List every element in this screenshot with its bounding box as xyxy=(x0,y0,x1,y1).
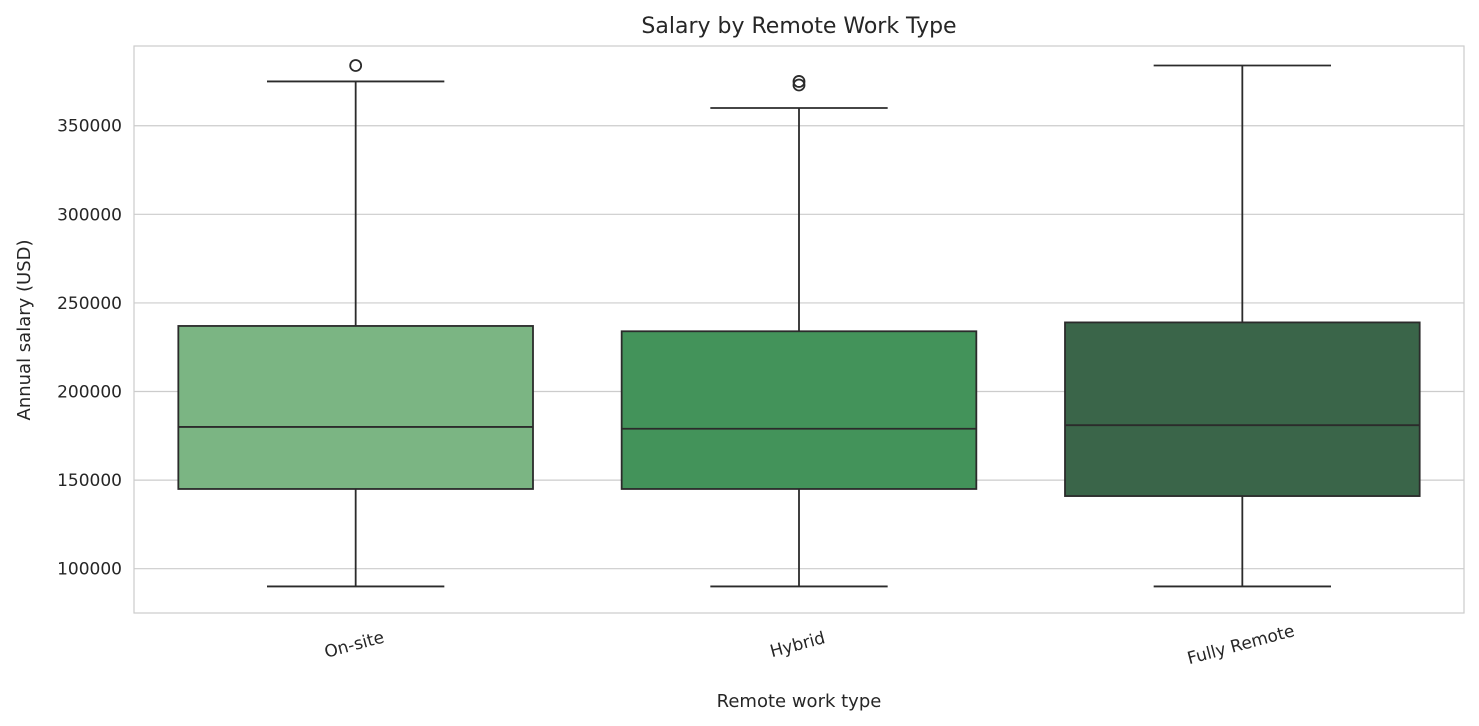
y-tick-label: 300000 xyxy=(57,205,122,225)
outlier-point xyxy=(792,75,806,88)
box-group xyxy=(620,75,978,588)
y-tick-labels: 100000 150000 200000 250000 300000 350000 xyxy=(57,117,122,580)
chart-title: Salary by Remote Work Type xyxy=(641,14,956,39)
iqr-box xyxy=(1064,321,1421,497)
x-axis-label: Remote work type xyxy=(717,691,882,712)
outlier-point xyxy=(792,78,806,92)
x-tick-labels: On-site Hybrid Fully Remote xyxy=(322,621,1296,669)
box-group xyxy=(177,59,534,588)
x-tick-label: Hybrid xyxy=(768,628,827,662)
y-tick-label: 150000 xyxy=(57,471,122,491)
x-tick-label: On-site xyxy=(322,628,386,663)
iqr-box xyxy=(620,330,978,490)
boxes xyxy=(177,59,1421,588)
y-tick-label: 250000 xyxy=(57,294,122,314)
y-tick-label: 100000 xyxy=(57,560,122,580)
x-tick-label: Fully Remote xyxy=(1185,621,1297,669)
box-group xyxy=(1064,64,1421,588)
y-tick-label: 200000 xyxy=(57,383,122,403)
y-axis-label: Annual salary (USD) xyxy=(14,239,35,420)
outlier-point xyxy=(349,59,363,72)
iqr-box xyxy=(177,325,534,490)
y-tick-label: 350000 xyxy=(57,117,122,137)
plot-frame xyxy=(133,45,1465,614)
